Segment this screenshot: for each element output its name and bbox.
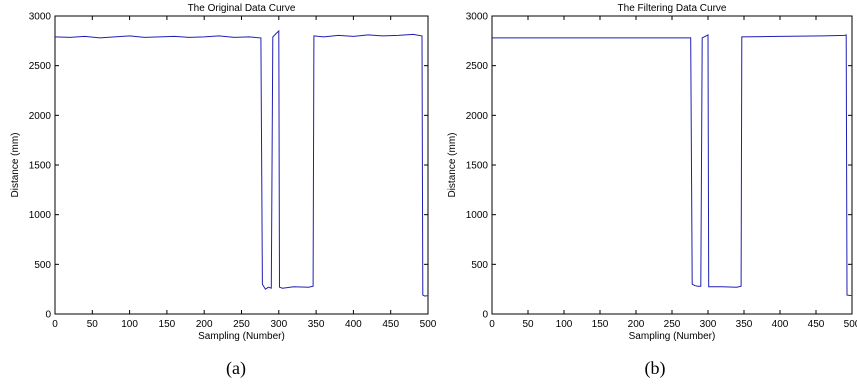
x-tick-label: 400: [345, 319, 362, 330]
y-tick-label: 500: [471, 260, 488, 271]
subfigure-caption: (a): [226, 358, 246, 379]
x-tick-label: 450: [382, 319, 399, 330]
y-tick-label: 3000: [29, 12, 52, 23]
x-tick-label: 450: [808, 319, 825, 330]
x-tick-label: 500: [844, 319, 857, 330]
y-tick-label: 2500: [466, 61, 489, 72]
x-tick-label: 0: [52, 319, 58, 330]
chart-panel-2: The Filtering Data Curve 0 50 100 150 200 250 3…: [447, 3, 857, 379]
plot-frame: [491, 15, 853, 315]
plot-frame: [54, 15, 429, 315]
x-tick-label: 100: [121, 319, 138, 330]
x-tick-label: 350: [736, 319, 753, 330]
x-tick-label: 400: [772, 319, 789, 330]
x-tick-label: 200: [628, 319, 645, 330]
y-tick-label: 500: [34, 260, 51, 271]
y-tick-label: 1000: [466, 210, 489, 221]
subfigure-caption: (b): [645, 358, 666, 379]
x-tick-label: 50: [87, 319, 99, 330]
chart-panel-1: The Original Data Curve 0 50 100 150 200 250 30…: [10, 3, 437, 379]
x-tick-label: 150: [159, 319, 176, 330]
x-tick-label: 150: [592, 319, 609, 330]
y-tick-label: 2000: [29, 111, 52, 122]
x-tick-label: 250: [233, 319, 250, 330]
y-axis-label: Distance (mm): [10, 132, 21, 197]
x-axis-label: Sampling (Number): [629, 331, 716, 342]
x-tick-label: 300: [700, 319, 717, 330]
y-tick-label: 0: [45, 310, 51, 321]
x-tick-label: 500: [420, 319, 437, 330]
x-tick-label: 100: [556, 319, 573, 330]
series-line-1: [54, 29, 428, 297]
chart-title: The Filtering Data Curve: [618, 3, 727, 14]
y-tick-label: 3000: [466, 12, 489, 23]
y-tick-label: 1500: [466, 161, 489, 172]
y-axis-label: Distance (mm): [447, 132, 458, 197]
y-tick-label: 1500: [29, 161, 52, 172]
chart-title: The Original Data Curve: [188, 3, 296, 14]
series-line-1: [492, 34, 852, 297]
y-tick-label: 0: [482, 310, 488, 321]
y-tick-label: 2500: [29, 61, 52, 72]
x-tick-label: 300: [270, 319, 287, 330]
x-tick-label: 50: [522, 319, 534, 330]
x-axis-label: Sampling (Number): [198, 331, 285, 342]
x-tick-label: 250: [664, 319, 681, 330]
x-tick-label: 200: [196, 319, 213, 330]
y-tick-label: 1000: [29, 210, 52, 221]
x-tick-label: 0: [489, 319, 495, 330]
y-tick-label: 2000: [466, 111, 489, 122]
x-tick-label: 350: [308, 319, 325, 330]
